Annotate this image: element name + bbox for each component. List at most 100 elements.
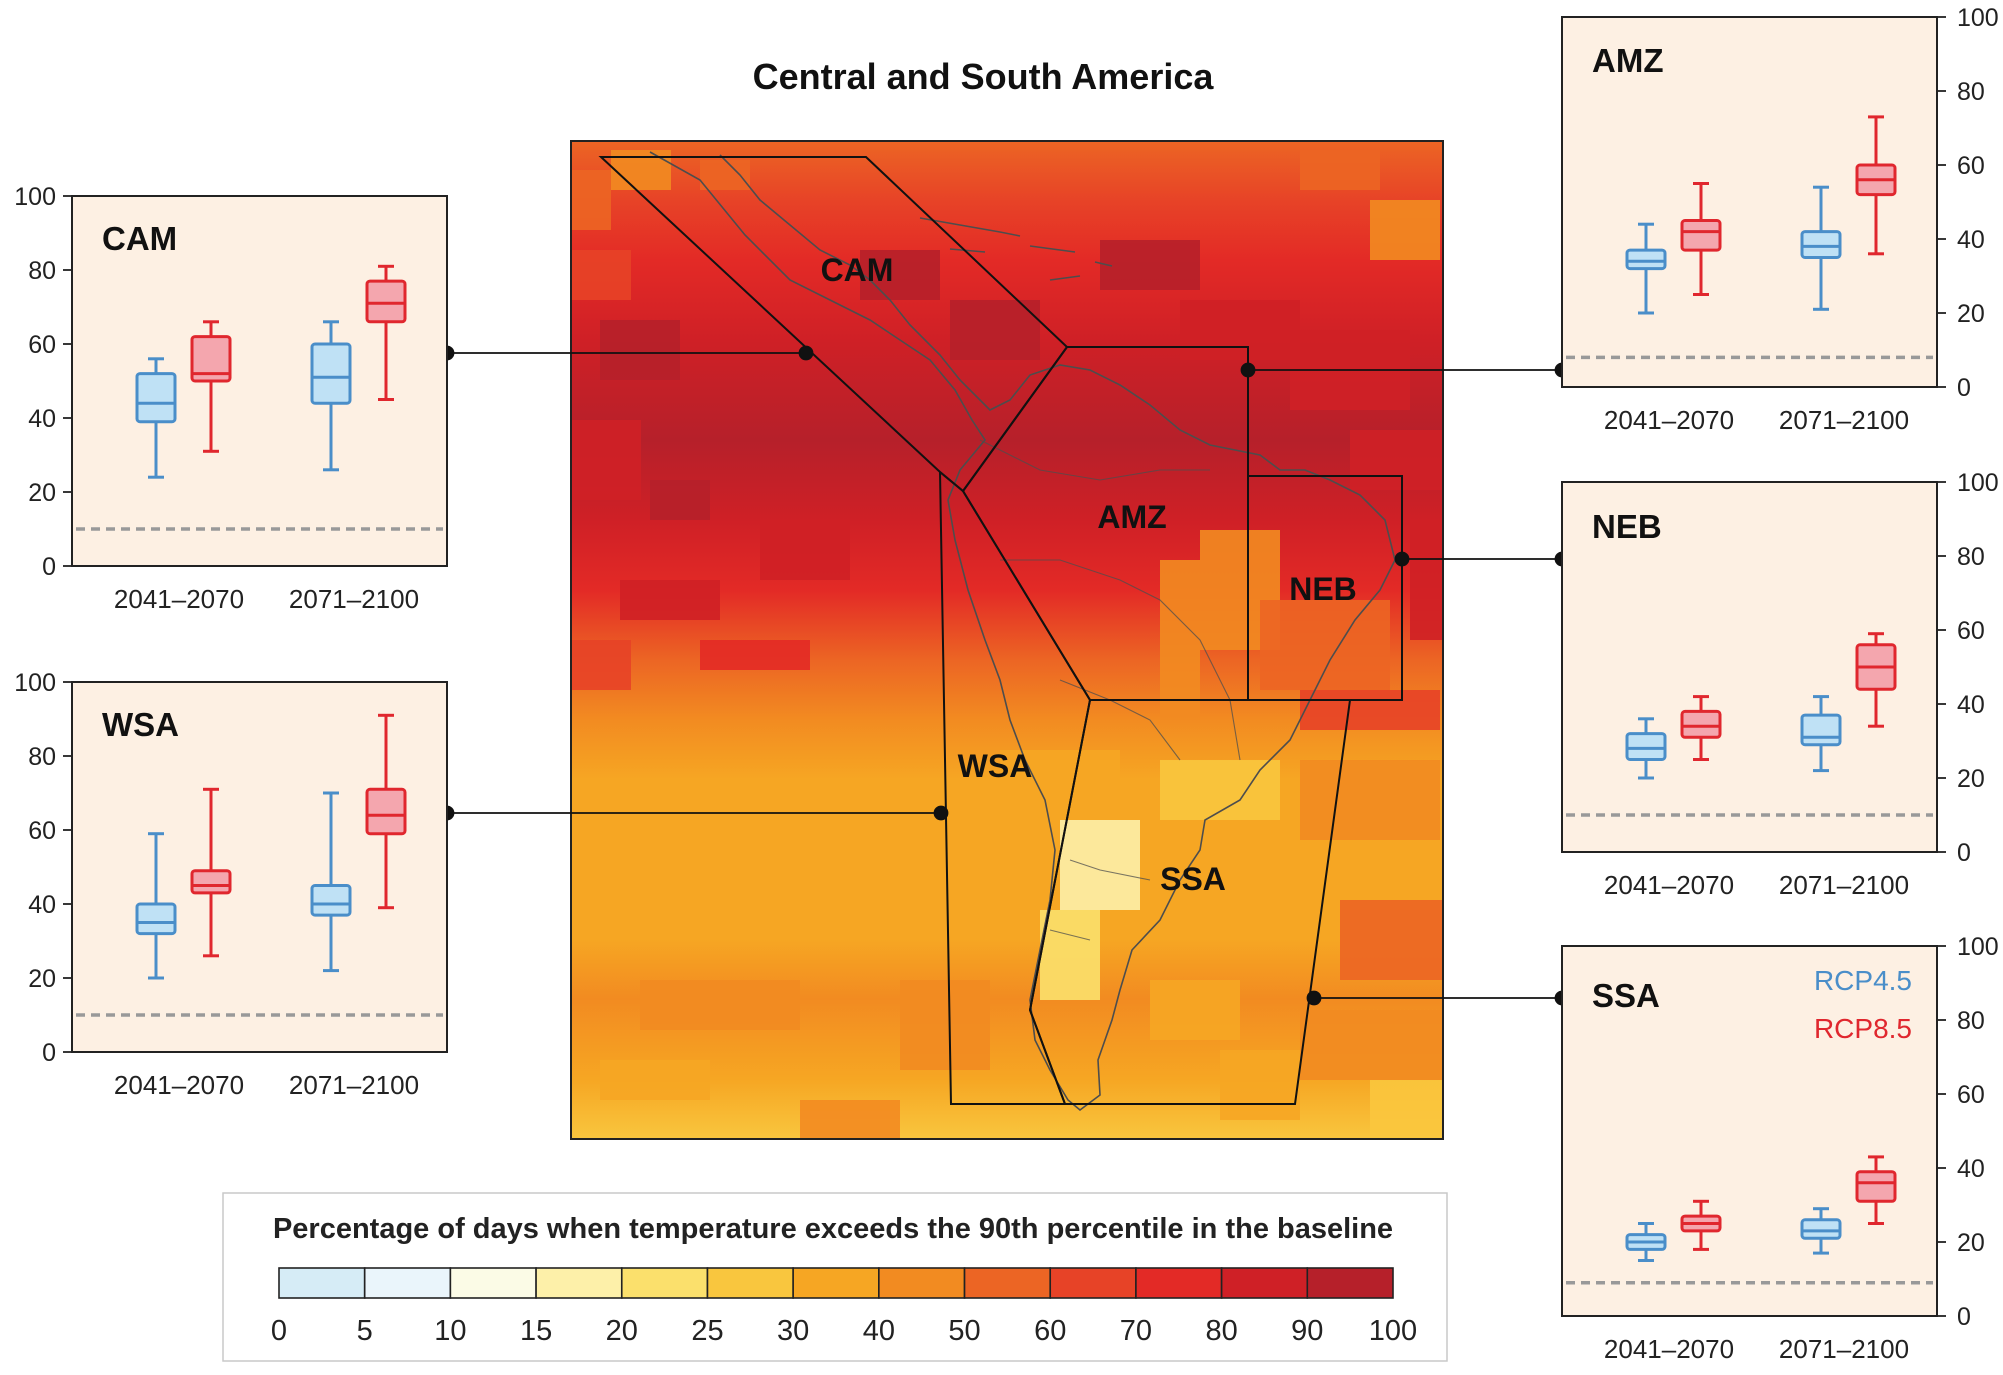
leader-dot-neb-map xyxy=(1394,551,1410,567)
panel-title: SSA xyxy=(1592,977,1660,1014)
box-rcp85-2 xyxy=(1855,115,1897,256)
x-category-label: 2041–2070 xyxy=(114,1070,244,1100)
box-rcp45-1 xyxy=(135,357,177,479)
colorbar-tick-label: 80 xyxy=(1205,1315,1237,1347)
y-tick-label: 40 xyxy=(1957,1155,1985,1183)
y-tick-label: 80 xyxy=(28,743,56,771)
y-tick-label: 40 xyxy=(28,405,56,433)
box-iqr xyxy=(1800,230,1842,260)
box-iqr xyxy=(1800,1218,1842,1240)
box-rcp85-2 xyxy=(1855,1155,1897,1225)
box-rcp85-2 xyxy=(365,264,407,401)
leader-dot-wsa-map xyxy=(933,805,949,821)
leader-dot-ssa-map xyxy=(1306,990,1322,1006)
region-outlines xyxy=(598,156,1403,1105)
panel-title: WSA xyxy=(102,706,179,743)
y-tick-label: 80 xyxy=(1957,543,1985,571)
colorbar-swatches xyxy=(278,1267,1394,1299)
box-rcp45-2 xyxy=(1800,185,1842,311)
box-iqr xyxy=(310,884,352,917)
y-tick-label: 0 xyxy=(1957,374,1971,402)
box-rcp85-1 xyxy=(1680,1199,1722,1251)
y-tick-label: 20 xyxy=(1957,300,1985,328)
y-tick-label: 0 xyxy=(1957,839,1971,867)
y-tick-label: 80 xyxy=(1957,78,1985,106)
y-tick-label: 60 xyxy=(1957,617,1985,645)
colorbar-swatch xyxy=(878,1267,966,1299)
colorbar-swatch xyxy=(363,1267,452,1299)
y-tick-label: 0 xyxy=(42,553,56,581)
x-category-label: 2071–2100 xyxy=(1779,870,1909,900)
map-cell xyxy=(571,420,641,500)
map-cell xyxy=(600,320,680,380)
legend-rcp45: RCP4.5 xyxy=(1814,965,1912,996)
colorbar-tick-label: 20 xyxy=(606,1315,638,1347)
y-tick-label: 40 xyxy=(1957,691,1985,719)
colorbar-swatch xyxy=(535,1267,623,1299)
map: CAM AMZ NEB WSA SSA xyxy=(570,140,1444,1140)
map-cell xyxy=(700,640,810,670)
box-iqr xyxy=(135,372,177,424)
map-cell xyxy=(1000,750,1120,810)
box-rcp85-1 xyxy=(190,787,232,958)
leader-dot-cam-map xyxy=(798,345,814,361)
box-rcp85-2 xyxy=(1855,632,1897,728)
colorbar-title: Percentage of days when temperature exce… xyxy=(273,1213,1393,1245)
y-tick-label: 100 xyxy=(1957,933,1999,961)
colorbar-tick-label: 15 xyxy=(520,1315,552,1347)
box-rcp45-2 xyxy=(310,791,352,973)
map-cell xyxy=(860,250,940,300)
map-cell xyxy=(650,480,710,520)
leader-dot-amz-map xyxy=(1240,362,1256,378)
box-rcp45-1 xyxy=(1625,717,1667,780)
colorbar-swatch xyxy=(706,1267,794,1299)
box-iqr xyxy=(1625,732,1667,761)
panel-frame xyxy=(1561,945,1938,1317)
map-label-amz: AMZ xyxy=(1097,499,1166,535)
box-iqr xyxy=(1680,219,1722,252)
colorbar-swatch xyxy=(278,1267,366,1299)
x-category-label: 2071–2100 xyxy=(1779,1334,1909,1364)
y-tick-label: 80 xyxy=(1957,1007,1985,1035)
panel-title: AMZ xyxy=(1592,42,1663,79)
colorbar-swatch xyxy=(1306,1267,1394,1299)
box-plot-wsa: WSA 0 20 40 60 80 100 2041–2070 2071–2100 xyxy=(14,669,448,1100)
map-cell xyxy=(1300,150,1380,190)
colorbar-swatch xyxy=(449,1267,537,1299)
colorbar-tick-label: 25 xyxy=(691,1315,723,1347)
box-iqr xyxy=(310,342,352,405)
y-tick-label: 100 xyxy=(1957,4,1999,32)
colorbar-swatch xyxy=(792,1267,880,1299)
map-cell xyxy=(1150,980,1240,1040)
box-iqr xyxy=(190,335,232,383)
colorbar-ticks: 0 5 10 15 20 25 30 40 50 60 70 80 90 100 xyxy=(271,1315,1417,1347)
map-cell xyxy=(1060,820,1140,910)
colorbar-swatch xyxy=(1220,1267,1309,1299)
box-rcp85-2 xyxy=(365,713,407,910)
box-rcp85-1 xyxy=(1680,182,1722,296)
map-cell xyxy=(1260,600,1390,690)
caribbean-islands xyxy=(919,217,1113,281)
colorbar-tick-label: 70 xyxy=(1120,1315,1152,1347)
y-tick-label: 0 xyxy=(42,1039,56,1067)
y-tick-label: 20 xyxy=(1957,765,1985,793)
box-iqr xyxy=(365,787,407,836)
colorbar-swatch xyxy=(963,1267,1052,1299)
box-rcp85-1 xyxy=(1680,695,1722,761)
figure-title: Central and South America xyxy=(753,56,1215,97)
colorbar-swatch xyxy=(620,1267,709,1299)
map-cell xyxy=(1370,200,1440,260)
map-cell xyxy=(1300,690,1440,730)
map-cell xyxy=(1220,1050,1300,1120)
map-cell xyxy=(700,160,750,190)
x-category-label: 2071–2100 xyxy=(289,1070,419,1100)
map-cell xyxy=(640,980,800,1030)
panel-title: NEB xyxy=(1592,508,1662,545)
box-iqr xyxy=(135,902,177,936)
map-cell xyxy=(600,1060,710,1100)
map-cell xyxy=(950,300,1040,360)
box-rcp45-1 xyxy=(1625,1222,1667,1262)
y-tick-label: 0 xyxy=(1957,1303,1971,1331)
map-label-neb: NEB xyxy=(1289,571,1357,607)
